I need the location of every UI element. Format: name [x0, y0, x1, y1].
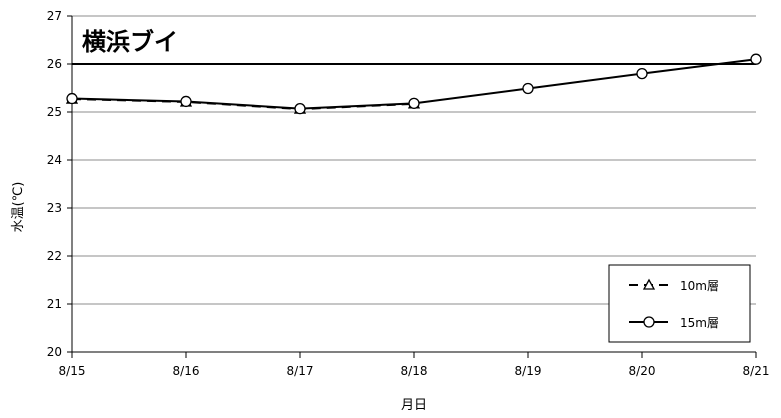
legend-marker-circle-icon: [643, 316, 655, 328]
data-point-circle: [180, 95, 192, 108]
x-tick-label: 8/21: [743, 364, 770, 378]
data-point-circle: [294, 102, 306, 115]
data-point-circle: [522, 82, 534, 95]
y-tick-label: 22: [47, 249, 62, 263]
y-tick-label: 20: [47, 345, 62, 359]
y-tick-label: 26: [47, 57, 62, 71]
legend-box: [608, 264, 751, 343]
x-tick-label: 8/18: [401, 364, 428, 378]
chart-title: 横浜ブイ: [82, 28, 178, 56]
legend-marker-triangle-icon: [642, 278, 656, 290]
y-tick-label: 27: [47, 9, 62, 23]
y-tick-label: 23: [47, 201, 62, 215]
data-point-circle: [750, 53, 762, 65]
x-tick-label: 8/15: [59, 364, 86, 378]
data-point-circle: [66, 92, 78, 105]
x-tick-label: 8/20: [629, 364, 656, 378]
data-point-circle: [408, 97, 420, 110]
x-tick-labels: 8/15 8/16 8/17 8/18 8/19 8/20 8/21: [59, 364, 770, 378]
legend-label-15m: 15m層: [680, 316, 719, 330]
y-tick-label: 25: [47, 105, 62, 119]
x-tick-label: 8/17: [287, 364, 314, 378]
y-tick-labels: 20 21 22 23 24 25 26 27: [47, 9, 62, 359]
title-box: [76, 17, 204, 61]
x-tick-label: 8/16: [173, 364, 200, 378]
axes: [67, 15, 757, 358]
data-point-circle: [636, 67, 648, 80]
x-axis-title: 月日: [401, 398, 427, 413]
y-tick-label: 21: [47, 297, 62, 311]
series-group: [65, 53, 762, 115]
legend-label-10m: 10m層: [680, 279, 719, 293]
x-tick-label: 8/19: [515, 364, 542, 378]
y-axis-title: 水温(℃): [11, 182, 26, 233]
y-tick-label: 24: [47, 153, 62, 167]
legend: 10m層 15m層: [608, 264, 751, 343]
